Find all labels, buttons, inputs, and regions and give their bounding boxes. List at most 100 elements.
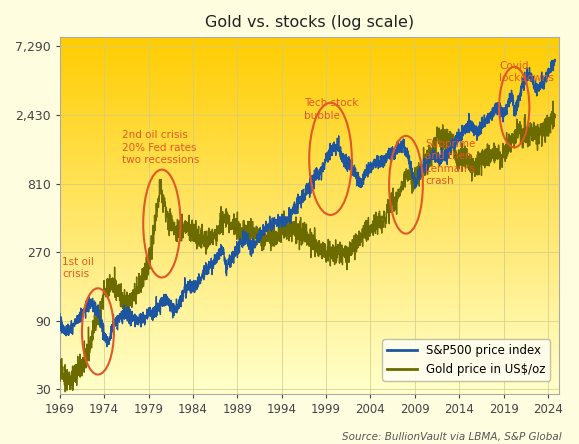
Bar (60, 228, 559, 229)
Bar (60, 52, 559, 53)
Bar (60, 257, 559, 258)
Bar (60, 297, 559, 299)
Bar (60, 377, 559, 378)
Bar (60, 286, 559, 288)
Bar (60, 260, 559, 261)
Bar (60, 385, 559, 387)
Bar (60, 218, 559, 219)
Bar (60, 346, 559, 348)
Bar (60, 388, 559, 389)
Bar (60, 352, 559, 353)
Bar (60, 113, 559, 115)
Bar (60, 360, 559, 361)
Bar (60, 186, 559, 187)
Bar (60, 238, 559, 239)
Bar (60, 129, 559, 130)
Bar (60, 324, 559, 325)
Bar (60, 42, 559, 44)
Bar (60, 173, 559, 175)
Bar (60, 49, 559, 51)
Bar (60, 53, 559, 55)
Bar (60, 282, 559, 284)
Bar (60, 295, 559, 296)
Bar (60, 71, 559, 73)
Bar (60, 389, 559, 391)
Bar (60, 97, 559, 98)
Bar (60, 83, 559, 84)
Bar (60, 77, 559, 79)
Bar (60, 109, 559, 111)
Bar (60, 236, 559, 238)
Bar (60, 361, 559, 363)
Bar (60, 201, 559, 202)
Bar (60, 348, 559, 349)
Bar (60, 143, 559, 144)
Bar (60, 111, 559, 112)
Bar (60, 210, 559, 211)
Bar (60, 90, 559, 91)
Bar (60, 55, 559, 56)
Bar (60, 264, 559, 266)
Bar (60, 382, 559, 384)
Bar (60, 275, 559, 277)
Bar (60, 212, 559, 214)
Bar (60, 119, 559, 120)
Bar (60, 190, 559, 191)
Bar (60, 242, 559, 243)
Bar (60, 157, 559, 158)
Bar (60, 256, 559, 257)
Bar (60, 198, 559, 200)
Bar (60, 206, 559, 207)
Bar (60, 233, 559, 235)
Bar (60, 223, 559, 225)
Bar (60, 272, 559, 274)
Bar (60, 356, 559, 357)
Bar (60, 325, 559, 327)
Bar (60, 289, 559, 290)
Bar (60, 66, 559, 67)
Bar (60, 63, 559, 65)
Bar (60, 374, 559, 376)
Bar (60, 322, 559, 324)
Bar (60, 363, 559, 365)
Bar (60, 274, 559, 275)
Bar (60, 378, 559, 380)
Legend: S&P500 price index, Gold price in US$/oz: S&P500 price index, Gold price in US$/oz (382, 339, 550, 381)
Bar (60, 140, 559, 141)
Bar (60, 365, 559, 366)
Bar (60, 65, 559, 66)
Bar (60, 41, 559, 42)
Bar (60, 158, 559, 159)
Bar (60, 168, 559, 169)
Bar (60, 88, 559, 90)
Bar (60, 120, 559, 122)
Bar (60, 345, 559, 346)
Bar (60, 84, 559, 86)
Bar (60, 381, 559, 382)
Bar (60, 126, 559, 127)
Bar (60, 86, 559, 87)
Bar (60, 152, 559, 154)
Bar (60, 116, 559, 118)
Bar (60, 311, 559, 313)
Bar (60, 366, 559, 367)
Bar (60, 339, 559, 341)
Bar (60, 253, 559, 254)
Bar (60, 288, 559, 289)
Bar (60, 48, 559, 49)
Bar (60, 305, 559, 306)
Bar (60, 180, 559, 182)
Bar (60, 328, 559, 329)
Bar (60, 392, 559, 394)
Bar (60, 331, 559, 332)
Bar (60, 161, 559, 162)
Bar (60, 342, 559, 344)
Bar (60, 94, 559, 95)
Bar (60, 279, 559, 281)
Bar (60, 321, 559, 322)
Bar (60, 376, 559, 377)
Bar (60, 155, 559, 157)
Bar (60, 290, 559, 292)
Bar (60, 262, 559, 264)
Bar (60, 240, 559, 242)
